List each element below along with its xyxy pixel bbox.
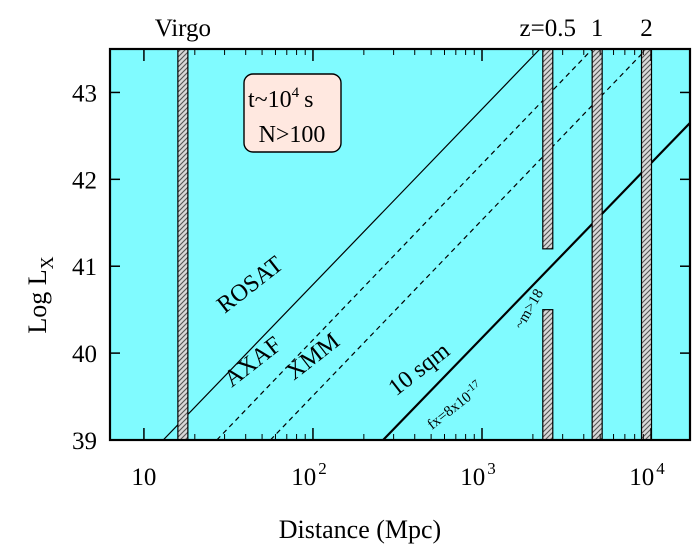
x-tick-label-exponent: 4 [656,459,665,478]
exposure-annotation-box: t~104 s N>100 [243,73,342,153]
series-line-rosat [162,49,541,440]
x-tick-label-base: 10 [629,464,654,491]
plot-frame [108,47,692,442]
y-axis-title-main: Log L [23,269,52,333]
band-label-2: 2 [640,15,653,42]
band-label-1: 1 [591,15,604,42]
band-z-0-5-segment-1 [542,309,554,441]
y-axis-title: Log LX [23,256,57,333]
x-tick-label-10: 10 [131,464,156,491]
band-z-0-5-segment-2 [542,48,554,250]
box-time-unit: s [304,87,313,113]
y-tick-label-42: 42 [72,167,97,194]
series-line-10-sqm [382,122,690,440]
x-tick-label-exponent: 2 [318,459,327,478]
series-layer [162,49,690,440]
annotation-box-line2: N>100 [259,122,326,148]
series-line-axaf [216,49,593,440]
y-tick-label-43: 43 [72,80,97,107]
x-tick-label-base: 10 [131,464,156,491]
x-tick-label-100: 10 2 [291,459,327,491]
band-2 [640,48,653,441]
box-time-exponent: 4 [292,85,300,101]
x-tick-label-10000: 10 4 [629,459,665,491]
x-tick-label-exponent: 3 [487,459,496,478]
band-1 [591,48,603,441]
annotation-box-line1: t~104 s [248,85,314,113]
y-tick-label-40: 40 [72,341,97,368]
x-tick-label-base: 10 [460,464,485,491]
box-time-label: t~10 [248,87,292,113]
y-tick-label-41: 41 [72,254,97,281]
annotation-box-frame [243,73,342,153]
band-virgo [177,48,189,441]
y-tick-label-39: 39 [72,428,97,455]
x-tick-label-base: 10 [291,464,316,491]
band-label-virgo: Virgo [155,15,211,42]
series-line-xmm [269,49,647,440]
band-label-z-0-5: z=0.5 [520,15,576,42]
y-axis-title-subscript: X [37,256,57,269]
x-tick-label-1000: 10 3 [460,459,496,491]
x-axis-title: Distance (Mpc) [279,515,441,544]
